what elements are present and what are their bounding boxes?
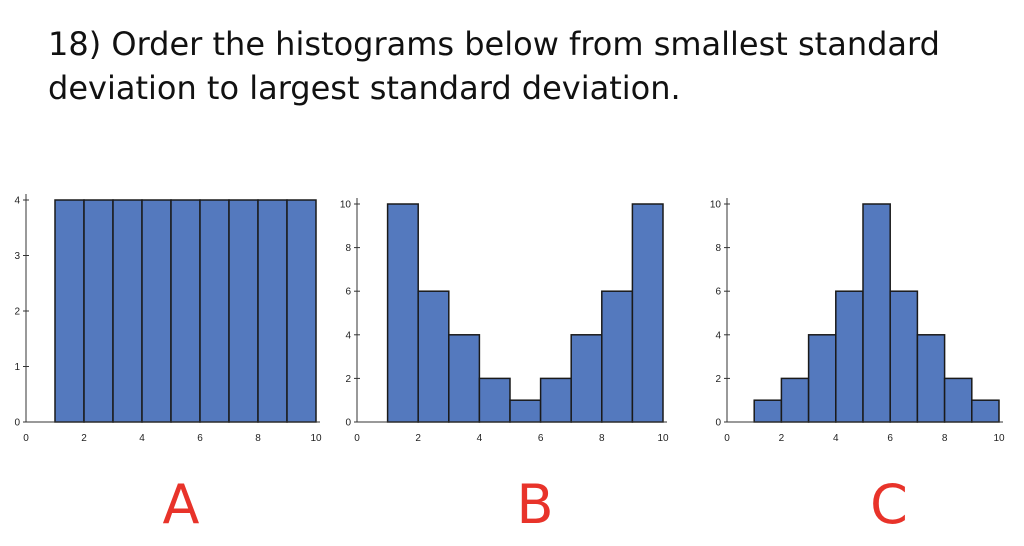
histogram-a-x-tick-label: 0 xyxy=(23,433,29,444)
histogram-a-bar xyxy=(257,199,288,423)
histogram-b-x-tick-label: 8 xyxy=(599,433,605,444)
histogram-b-bar xyxy=(601,290,634,423)
histogram-b-y-tick-label: 8 xyxy=(345,243,351,254)
histogram-b-x-tick-label: 6 xyxy=(538,433,544,444)
histogram-c-plot: 0 2 4 6 8 10 0 2 4 6 8 10 xyxy=(710,198,1005,444)
histogram-a-bar xyxy=(112,199,143,423)
histogram-a-y-tick-label: 0 xyxy=(14,418,20,429)
histogram-c-y-tick-label: 8 xyxy=(715,243,721,254)
histogram-b-x-tick-label: 2 xyxy=(415,433,421,444)
histogram-c-x-tick-label: 4 xyxy=(833,433,839,444)
histogram-c-bar xyxy=(916,334,946,423)
histogram-a-x-tick-label: 2 xyxy=(81,433,87,444)
histogram-a-x-tick-label: 4 xyxy=(139,433,145,444)
question-line-2: deviation to largest standard deviation. xyxy=(48,69,681,107)
histogram-b-bar xyxy=(570,334,603,423)
histogram-c-y-tick-label: 6 xyxy=(715,287,721,298)
histogram-a-bar xyxy=(286,199,317,423)
question-text: 18) Order the histograms below from smal… xyxy=(48,22,1008,110)
histogram-c-bar xyxy=(753,399,783,423)
histogram-c-bar xyxy=(862,203,891,423)
histogram-a-label: A xyxy=(162,473,200,536)
histogram-a-y-tick-label: 3 xyxy=(14,251,20,262)
histogram-a-bar xyxy=(199,199,230,423)
histogram-b-bar xyxy=(478,377,511,423)
histogram-b-y-tick-label: 0 xyxy=(345,418,351,429)
histogram-a-bar xyxy=(83,199,114,423)
histogram-a-bar xyxy=(228,199,259,423)
histogram-c-y-tick-label: 2 xyxy=(715,374,721,385)
histogram-c-label: C xyxy=(870,473,908,536)
histogram-b-y-tick-label: 6 xyxy=(345,287,351,298)
histogram-c-y-tick-label: 10 xyxy=(710,200,722,211)
histogram-c: 0 2 4 6 8 10 0 2 4 6 8 10 xyxy=(690,180,1020,450)
histogram-a-y-tick-label: 4 xyxy=(14,196,20,207)
histogram-b-bar xyxy=(386,203,419,423)
question-line-1: 18) Order the histograms below from smal… xyxy=(48,25,940,63)
histogram-c-y-tick-label: 4 xyxy=(715,330,721,341)
histogram-a-y-tick-label: 1 xyxy=(14,362,20,373)
histogram-a-bar xyxy=(141,199,172,423)
histogram-c-bar xyxy=(835,290,864,423)
histogram-a-y-tick-label: 2 xyxy=(14,307,20,318)
histogram-c-bar xyxy=(971,399,1000,423)
histogram-c-y-tick-label: 0 xyxy=(715,418,721,429)
histogram-a-plot: 0 1 2 3 4 0 2 4 6 8 10 xyxy=(14,194,322,444)
histogram-c-bar xyxy=(780,377,810,423)
histogram-b-y-tick-label: 4 xyxy=(345,330,351,341)
histogram-c-x-tick-label: 10 xyxy=(993,433,1005,444)
histogram-a: 0 1 2 3 4 0 2 4 6 8 10 xyxy=(0,180,330,450)
histogram-b-bar xyxy=(509,399,542,423)
histogram-c-x-tick-label: 8 xyxy=(942,433,948,444)
histogram-c-x-tick-label: 0 xyxy=(724,433,730,444)
histogram-a-x-tick-label: 8 xyxy=(255,433,261,444)
histogram-b: 0 2 4 6 8 10 0 2 4 6 8 10 xyxy=(338,180,678,450)
histogram-b-x-tick-label: 0 xyxy=(354,433,360,444)
histogram-b-plot: 0 2 4 6 8 10 0 2 4 6 8 10 xyxy=(340,198,669,444)
histogram-b-x-tick-label: 4 xyxy=(477,433,483,444)
histogram-c-bar xyxy=(807,334,837,423)
histogram-c-bar xyxy=(943,377,973,423)
histogram-b-y-tick-label: 10 xyxy=(340,200,352,211)
histogram-a-bar xyxy=(170,199,201,423)
histogram-b-x-tick-label: 10 xyxy=(657,433,669,444)
histogram-a-x-tick-label: 10 xyxy=(310,433,322,444)
histogram-b-bar xyxy=(448,334,481,423)
histogram-b-y-tick-label: 2 xyxy=(345,374,351,385)
histogram-c-x-tick-label: 2 xyxy=(779,433,785,444)
histogram-a-x-tick-label: 6 xyxy=(197,433,203,444)
histogram-b-label: B xyxy=(516,473,554,536)
histogram-c-bar xyxy=(889,290,919,423)
histogram-b-bar xyxy=(417,290,450,423)
histogram-b-bar xyxy=(539,377,572,423)
histogram-c-x-tick-label: 6 xyxy=(887,433,893,444)
histogram-a-bar xyxy=(54,199,85,423)
histogram-b-bar xyxy=(631,203,664,423)
